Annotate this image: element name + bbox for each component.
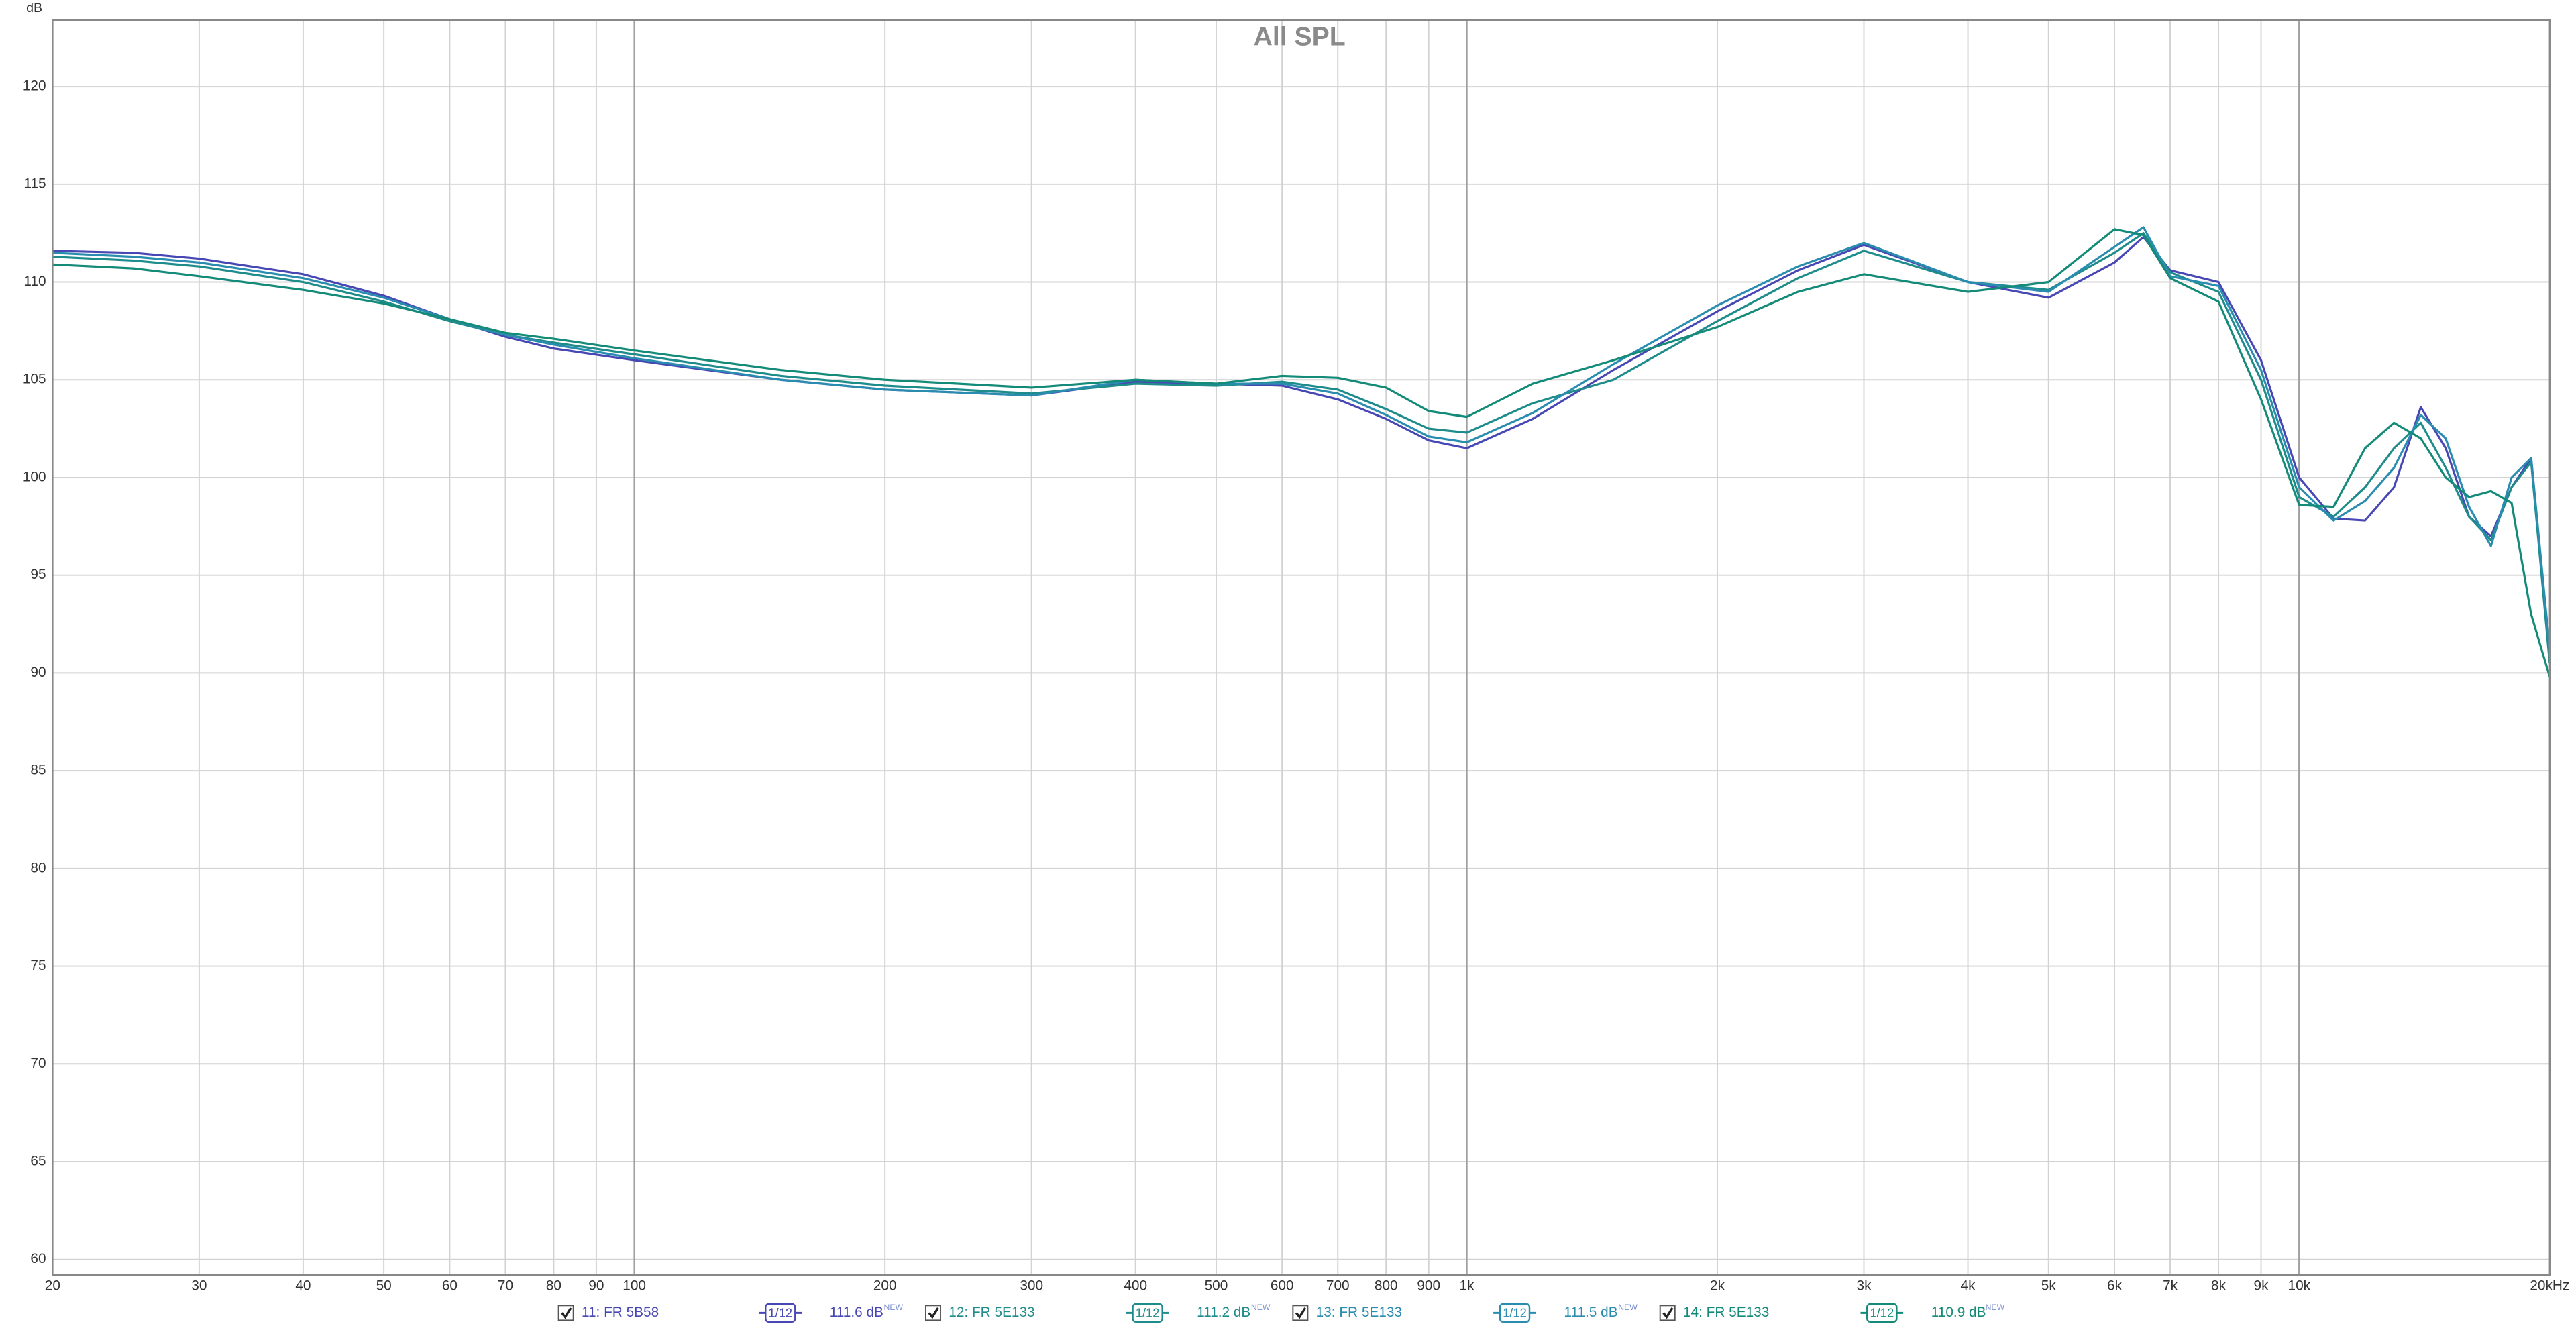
- x-tick-label: 5k: [2041, 1278, 2057, 1294]
- x-tick-label: 2k: [1710, 1278, 1725, 1294]
- x-tick-label: 800: [1375, 1278, 1398, 1294]
- y-tick-label: 65: [30, 1153, 46, 1168]
- legend-checkbox[interactable]: [1292, 1305, 1309, 1321]
- legend-entry: 12: FR 5E133 1/12 111.2 dB NEW: [925, 1303, 1271, 1323]
- legend-entry: 11: FR 5B58 1/12 111.6 dB NEW: [557, 1303, 904, 1323]
- legend-name: 12: FR 5E133: [949, 1305, 1034, 1320]
- y-tick-label: 100: [23, 469, 46, 484]
- legend-level: 111.6 dB: [830, 1305, 883, 1320]
- smoothing-button[interactable]: [1866, 1303, 1898, 1323]
- plot-border: [52, 19, 2551, 1276]
- legend-level: 111.5 dB: [1564, 1305, 1617, 1320]
- y-axis-label: dB: [26, 1, 42, 15]
- smoothing-label: 1/12: [768, 1305, 792, 1319]
- x-tick-label: 400: [1124, 1278, 1147, 1294]
- x-tick-label: 50: [376, 1278, 392, 1294]
- x-tick-label: 20: [45, 1278, 60, 1294]
- y-tick-label: 115: [23, 176, 46, 191]
- legend-entry: 13: FR 5E133 1/12 111.5 dB NEW: [1292, 1303, 1638, 1323]
- x-tick-label: 10k: [2288, 1278, 2311, 1294]
- legend-entry: 14: FR 5E133 1/12 110.9 dB NEW: [1659, 1303, 2005, 1323]
- y-tick-label: 120: [23, 78, 46, 94]
- legend-level: 111.2 dB: [1197, 1305, 1250, 1320]
- smoothing-button[interactable]: [1132, 1303, 1163, 1323]
- x-tick-label: 3k: [1857, 1278, 1872, 1294]
- x-tick-label: 600: [1271, 1278, 1294, 1294]
- checkmark: [1295, 1307, 1307, 1319]
- checkmark: [928, 1307, 939, 1319]
- smoothing-button[interactable]: [1499, 1303, 1531, 1323]
- series-line: [52, 232, 2551, 663]
- series-line: [52, 226, 2551, 650]
- x-tick-label: 30: [191, 1278, 207, 1294]
- x-tick-label: 100: [623, 1278, 646, 1294]
- x-tick-label: 200: [873, 1278, 897, 1294]
- x-tick-label: 70: [498, 1278, 513, 1294]
- x-tick-label: 7k: [2163, 1278, 2178, 1294]
- x-tick-label: 500: [1205, 1278, 1228, 1294]
- y-tick-label: 60: [30, 1251, 46, 1266]
- y-tick-label: 95: [30, 567, 46, 582]
- legend-level-tag: NEW: [1986, 1303, 2005, 1312]
- smoothing-label: 1/12: [1136, 1305, 1160, 1319]
- x-tick-label: 60: [442, 1278, 458, 1294]
- x-tick-label: 9k: [2254, 1278, 2269, 1294]
- y-tick-label: 90: [30, 665, 46, 680]
- series-line: [52, 235, 2551, 654]
- plot-area: [52, 226, 2551, 677]
- legend-level-tag: NEW: [884, 1303, 904, 1312]
- legend-name: 13: FR 5E133: [1316, 1305, 1402, 1320]
- smoothing-label: 1/12: [1870, 1305, 1894, 1319]
- y-tick-label: 110: [23, 274, 46, 289]
- legend-level: 110.9 dB: [1931, 1305, 1986, 1320]
- y-tick-label: 85: [30, 763, 46, 778]
- legend-level-tag: NEW: [1251, 1303, 1271, 1312]
- legend-name: 11: FR 5B58: [582, 1305, 659, 1320]
- x-tick-label: 1k: [1459, 1278, 1474, 1294]
- legend-name: 14: FR 5E133: [1683, 1305, 1769, 1320]
- x-tick-label: 8k: [2211, 1278, 2226, 1294]
- chart-title: All SPL: [1254, 22, 1346, 51]
- x-tick-label: 4k: [1961, 1278, 1976, 1294]
- series-line: [52, 228, 2551, 677]
- y-tick-label: 70: [30, 1056, 46, 1071]
- y-tick-label: 105: [23, 372, 46, 387]
- checkmark: [1662, 1307, 1674, 1319]
- smoothing-label: 1/12: [1503, 1305, 1527, 1319]
- x-tick-label: 900: [1417, 1278, 1440, 1294]
- x-tick-label: 20kHz: [2530, 1278, 2569, 1294]
- legend-level-tag: NEW: [1618, 1303, 1638, 1312]
- x-tick-label: 300: [1020, 1278, 1043, 1294]
- legend-checkbox[interactable]: [925, 1305, 942, 1321]
- legend-checkbox[interactable]: [1659, 1305, 1676, 1321]
- x-tick-label: 40: [295, 1278, 311, 1294]
- x-tick-label: 6k: [2107, 1278, 2123, 1294]
- legend: 11: FR 5B58 1/12 111.6 dB NEW 12: FR 5E133 1/…: [557, 1303, 2005, 1323]
- x-tick-label: 80: [546, 1278, 561, 1294]
- x-tick-label: 90: [588, 1278, 604, 1294]
- checkmark: [561, 1307, 572, 1319]
- legend-checkbox[interactable]: [557, 1305, 574, 1321]
- x-tick-label: 700: [1326, 1278, 1350, 1294]
- smoothing-button[interactable]: [765, 1303, 796, 1323]
- y-tick-label: 75: [30, 958, 46, 973]
- y-tick-label: 80: [30, 860, 46, 875]
